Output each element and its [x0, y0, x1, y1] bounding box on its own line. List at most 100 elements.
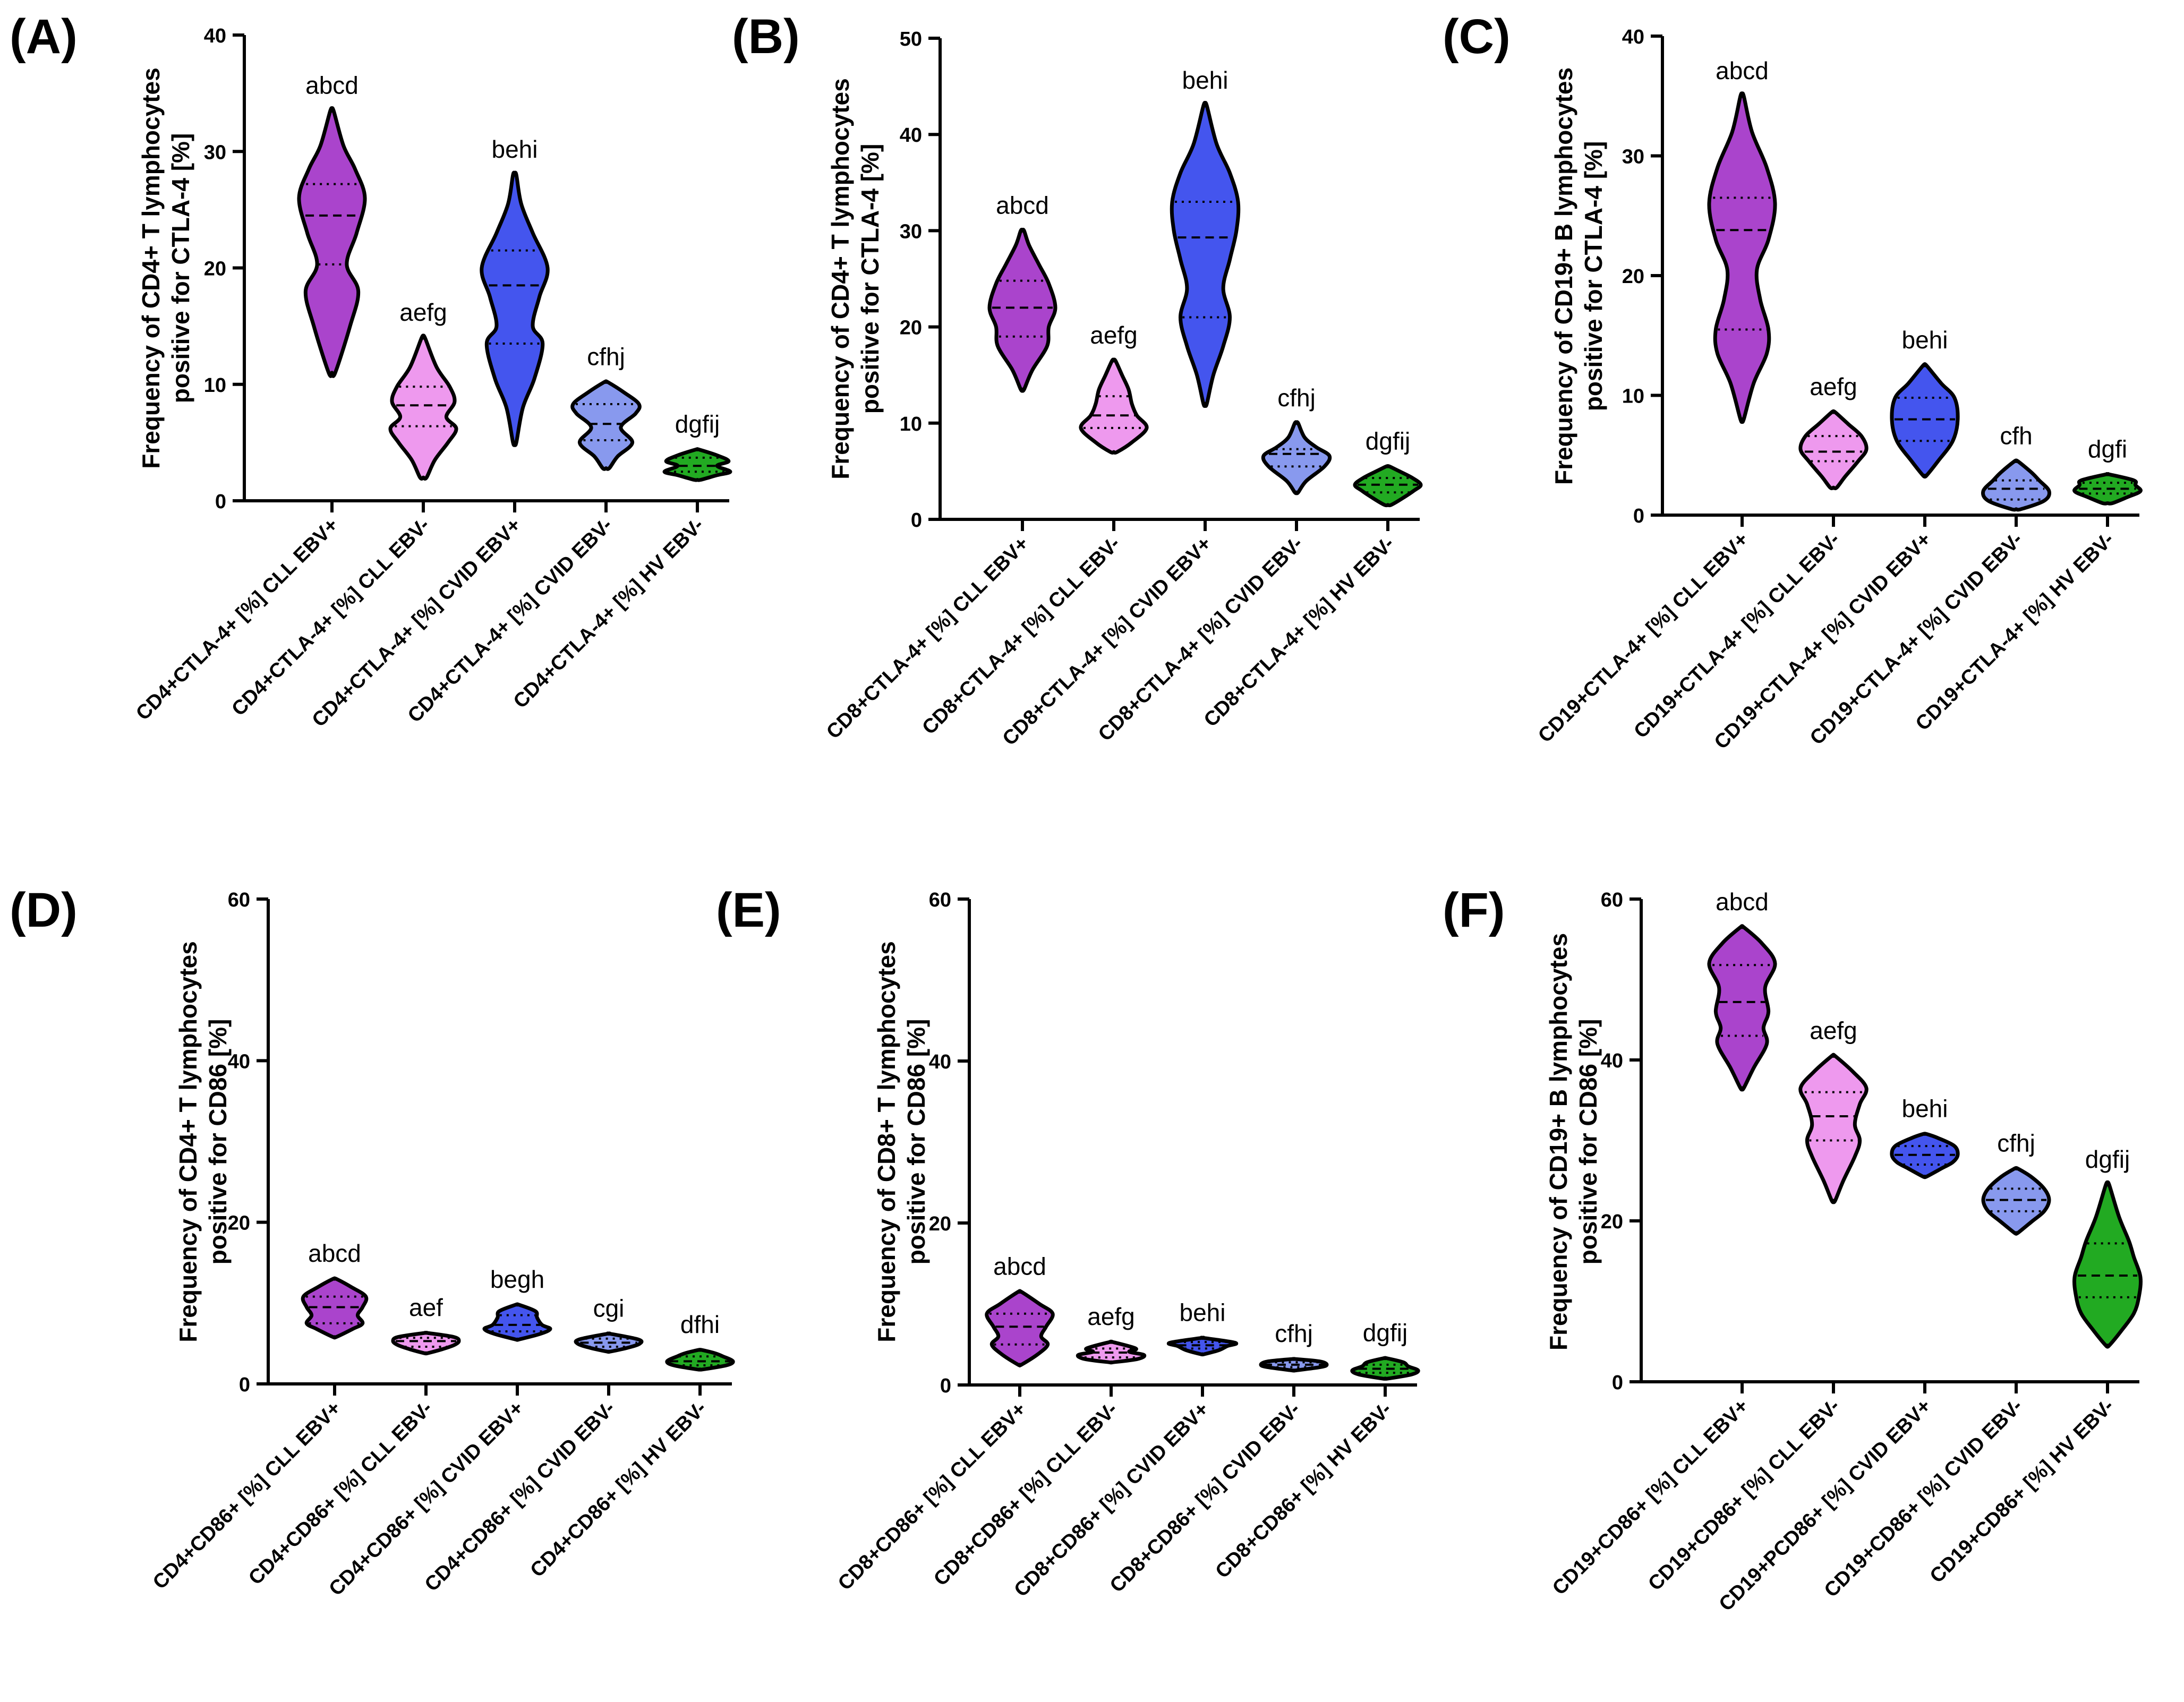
significance-label: behi	[1902, 1094, 1948, 1122]
x-category-label: CD8+CTLA-4+ [%] CVID EBV-	[1094, 533, 1307, 746]
x-category-label: CD8+CD86+ [%] HV EBV-	[1212, 1398, 1396, 1583]
violin-2	[388, 333, 458, 481]
x-category-label: CD4+CD86+ [%] HV EBV-	[526, 1397, 711, 1582]
significance-label: behi	[1182, 66, 1228, 94]
chart-panel-4: (D) Frequency of CD4+ T lymphocytespositi…	[10, 883, 735, 1601]
significance-label: dgfi	[2088, 435, 2127, 463]
y-axis-label-line: Frequency of CD8+ T lymphocytes	[873, 941, 900, 1342]
y-tick-label: 40	[929, 1051, 951, 1073]
violin-4	[1981, 458, 2051, 512]
x-category-label: CD4+CD86+ [%] CVID EBV-	[421, 1397, 620, 1596]
significance-label: dgfij	[1363, 1319, 1407, 1347]
significance-label: aef	[409, 1294, 443, 1321]
violin-3	[482, 1302, 552, 1342]
significance-label: abcd	[308, 1239, 361, 1267]
violin-2	[1079, 357, 1149, 455]
violin-2	[1798, 1053, 1869, 1204]
panel-letter: (E)	[716, 883, 781, 937]
significance-label: behi	[1902, 326, 1948, 354]
y-tick-label: 0	[911, 509, 922, 532]
y-tick-label: 40	[1622, 26, 1644, 48]
x-category-label: CD19+CD86+ [%] CVID EBV-	[1820, 1395, 2027, 1602]
y-axis-label-line: positive for CTLA-4 [%]	[856, 144, 884, 414]
y-axis-label: Frequency of CD8+ T lymphocytespositive …	[873, 941, 930, 1342]
violin-3	[1170, 101, 1241, 408]
y-tick-label: 0	[239, 1374, 250, 1396]
y-tick-label: 20	[1601, 1211, 1623, 1233]
significance-label: dgfij	[2085, 1145, 2130, 1173]
x-category-label: CD4+CD86+ [%] CLL EBV-	[244, 1397, 437, 1589]
x-category-label: CD4+CD86+ [%] CVID EBV+	[325, 1397, 528, 1601]
significance-label: cfh	[2000, 422, 2032, 450]
x-category-label: CD8+CD86+ [%] CVID EBV-	[1106, 1398, 1305, 1597]
violin-1	[1707, 91, 1777, 424]
y-tick-label: 20	[228, 1212, 250, 1235]
significance-label: abcd	[305, 72, 359, 99]
y-tick-label: 60	[228, 889, 250, 911]
y-tick-label: 30	[204, 141, 226, 164]
y-axis-label-line: Frequency of CD19+ B lymphocytes	[1550, 67, 1577, 485]
violin-4	[570, 379, 642, 471]
significance-label: abcd	[1716, 888, 1769, 916]
x-category-label: CD4+CTLA-4+ [%] CVID EBV-	[404, 514, 617, 727]
y-tick-label: 30	[900, 220, 922, 243]
y-axis-label: Frequency of CD4+ T lymphocytespositive …	[174, 941, 232, 1342]
y-axis-label-line: positive for CD86 [%]	[902, 1019, 930, 1265]
significance-label: aefg	[1810, 373, 1857, 400]
violin-1	[985, 1289, 1055, 1367]
violin-3	[480, 170, 550, 447]
significance-label: abcd	[996, 191, 1049, 219]
significance-label: abcd	[1716, 57, 1769, 84]
y-tick-label: 40	[1601, 1050, 1623, 1072]
y-tick-label: 40	[204, 25, 226, 47]
significance-label: cfhj	[587, 343, 625, 370]
panel-letter: (F)	[1443, 883, 1505, 937]
y-tick-label: 10	[204, 374, 226, 397]
chart-panel-2: (B) Frequency of CD4+ T lymphocytespositi…	[732, 10, 1423, 750]
violin-5	[2072, 1180, 2143, 1349]
chart-panel-3: (C) Frequency of CD19+ B lymphocytesposit…	[1443, 10, 2143, 754]
y-axis-label-line: positive for CD86 [%]	[204, 1019, 232, 1265]
significance-label: abcd	[993, 1253, 1046, 1280]
significance-label: aefg	[1090, 321, 1138, 349]
x-category-label: CD8+CD86+ [%] CLL EBV-	[929, 1398, 1122, 1590]
x-category-label: CD19+CD86+ [%] HV EBV-	[1926, 1395, 2119, 1588]
x-category-label: CD8+CTLA-4+ [%] CLL EBV-	[918, 533, 1124, 739]
significance-label: behi	[492, 135, 538, 163]
significance-label: begh	[490, 1265, 544, 1293]
y-tick-label: 40	[228, 1050, 250, 1073]
violin-4	[1261, 420, 1332, 495]
y-tick-label: 60	[929, 889, 951, 911]
violin-1	[1707, 924, 1777, 1092]
panel-letter: (A)	[10, 10, 78, 64]
y-axis-label-line: positive for CTLA-4 [%]	[167, 133, 194, 404]
significance-label: aefg	[399, 298, 447, 326]
y-axis-label: Frequency of CD19+ B lymphocytespositive…	[1545, 933, 1602, 1350]
y-tick-label: 20	[929, 1213, 951, 1235]
y-axis-label-line: positive for CTLA-4 [%]	[1580, 141, 1607, 412]
significance-label: cfhj	[1997, 1130, 2035, 1157]
y-tick-label: 40	[900, 124, 922, 147]
y-tick-label: 10	[1622, 386, 1644, 408]
significance-label: dgfij	[675, 410, 720, 438]
y-tick-label: 60	[1601, 889, 1623, 911]
panel-letter: (B)	[732, 10, 800, 64]
violin-5	[662, 447, 732, 482]
x-category-label: CD19+CD86+ [%] CLL EBV+	[1548, 1395, 1753, 1600]
y-axis-label: Frequency of CD4+ T lymphocytespositive …	[826, 78, 884, 479]
violin-3	[1890, 362, 1960, 479]
x-category-label: CD4+CD86+ [%] CLL EBV+	[149, 1397, 345, 1594]
y-tick-label: 20	[900, 317, 922, 339]
x-category-label: CD8+CD86+ [%] CVID EBV+	[1010, 1398, 1214, 1602]
x-category-label: CD8+CTLA-4+ [%] CLL EBV+	[822, 533, 1033, 743]
violin-5	[665, 1348, 735, 1372]
panel-letter: (C)	[1443, 10, 1511, 64]
significance-label: dfhi	[680, 1311, 720, 1338]
x-category-label: CD4+CTLA-4+ [%] CLL EBV-	[227, 514, 434, 721]
significance-label: cfhj	[1277, 384, 1316, 412]
chart-panel-6: (F) Frequency of CD19+ B lymphocytesposit…	[1443, 883, 2143, 1615]
y-tick-label: 20	[1622, 266, 1644, 288]
x-category-label: CD19+CD86+ [%] CLL EBV-	[1644, 1395, 1844, 1595]
significance-label: aefg	[1087, 1303, 1135, 1330]
